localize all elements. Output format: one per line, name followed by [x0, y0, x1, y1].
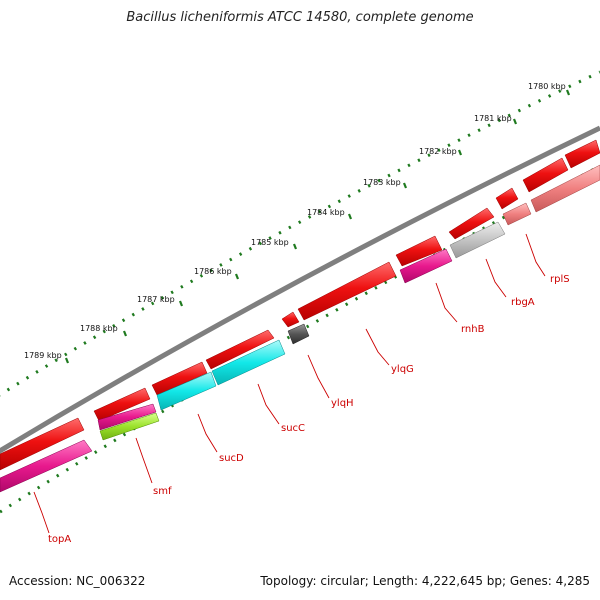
gene-arrow: [0, 417, 85, 471]
gene-arrow: [297, 261, 397, 321]
gene-feature: [530, 164, 600, 213]
gene-label-rplS: rplS: [550, 274, 570, 285]
gene-label-smf: smf: [153, 486, 172, 497]
reverse-strand-features: [0, 164, 600, 493]
kbp-label: 1787 kbp: [137, 295, 175, 304]
accession-text: Accession: NC_006322: [9, 574, 146, 588]
gene-arrow: [495, 187, 519, 210]
kbp-label: 1782 kbp: [419, 147, 457, 156]
gene-arrow: [281, 311, 300, 328]
gene-labels: rplS rbgA rnhB ylqG ylqH sucC sucD smf t…: [48, 274, 570, 545]
gene-feature: [502, 202, 532, 226]
gene-label-sucC: sucC: [281, 423, 305, 434]
gene-arrow: [395, 235, 443, 267]
kbp-label: 1785 kbp: [251, 238, 289, 247]
gene-label-rnhB: rnhB: [461, 324, 485, 335]
gene-feature: [99, 412, 160, 441]
kbp-label: 1783 kbp: [363, 178, 401, 187]
kbp-label: 1781 kbp: [474, 114, 512, 123]
kbp-label: 1788 kbp: [80, 324, 118, 333]
kbp-label: 1786 kbp: [194, 267, 232, 276]
gene-label-rbgA: rbgA: [511, 297, 535, 308]
gene-feature: [156, 371, 217, 411]
genome-backbone: [0, 125, 600, 454]
gene-label-sucD: sucD: [219, 453, 244, 464]
kbp-label: 1784 kbp: [307, 208, 345, 217]
gene-label-ylqG: ylqG: [391, 364, 414, 375]
gene-arrow: [564, 139, 600, 169]
gene-arrow: [448, 207, 495, 240]
gene-feature: [0, 439, 93, 493]
gene-feature: [287, 323, 310, 345]
kbp-label: 1780 kbp: [528, 82, 566, 91]
genome-summary-text: Topology: circular; Length: 4,222,645 bp…: [260, 574, 590, 588]
gene-label-topA: topA: [48, 534, 71, 545]
gene-feature: [399, 248, 453, 284]
kbp-label: 1789 kbp: [24, 351, 62, 360]
gene-label-ylqH: ylqH: [331, 398, 354, 409]
kbp-labels: 1780 kbp 1781 kbp 1782 kbp 1783 kbp 1784…: [24, 82, 566, 360]
gene-arrow: [151, 361, 208, 396]
gene-feature: [97, 403, 157, 431]
forward-strand-features: [0, 139, 600, 471]
gene-feature: [211, 339, 286, 386]
outer-dotted-scale: [0, 70, 600, 397]
gene-leader-lines: [33, 233, 546, 534]
gene-arrow: [93, 387, 151, 422]
gene-feature: [449, 221, 506, 259]
gene-arrow: [522, 157, 569, 193]
map-title: Bacillus licheniformis ATCC 14580, compl…: [126, 10, 474, 25]
major-ticks: [64, 89, 571, 364]
gene-arrow: [205, 329, 275, 370]
